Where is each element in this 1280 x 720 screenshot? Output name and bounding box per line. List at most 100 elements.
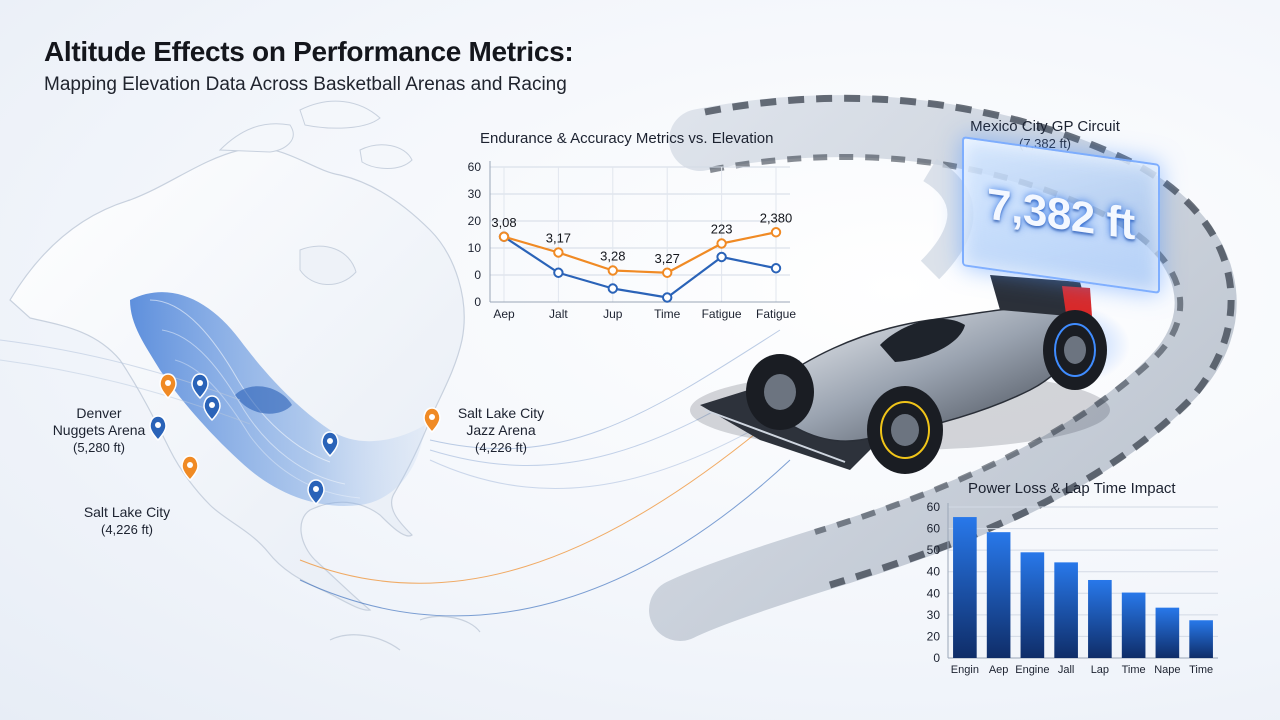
map-pin-blue-icon bbox=[191, 373, 209, 400]
race-track bbox=[649, 94, 1237, 641]
map-label-name: Salt Lake City bbox=[457, 405, 545, 421]
contour-line bbox=[149, 299, 331, 463]
line-data-label: 223 bbox=[711, 222, 733, 237]
bar-chart: 0 20 30 40 40 50 60 60 Engin Aep Engine Jall Lap Time… bbox=[927, 500, 1218, 676]
line-chart-series bbox=[498, 227, 782, 303]
contour-line bbox=[161, 329, 346, 485]
line-data-label: 2,380 bbox=[760, 210, 793, 225]
line-point-blue bbox=[553, 267, 564, 278]
rear-wing-accent bbox=[1062, 286, 1092, 316]
f1-car-illustration bbox=[690, 275, 1130, 474]
map-label-name: Nuggets Arena bbox=[52, 422, 146, 438]
bar-chart-y-tick: 60 bbox=[927, 500, 941, 514]
bar-chart-x-tick: Jall bbox=[1058, 664, 1075, 676]
line-chart-x-tick: Time bbox=[654, 307, 681, 321]
map-pin-blue-icon bbox=[203, 395, 221, 422]
line-point-blue bbox=[662, 292, 673, 303]
line-point-blue bbox=[770, 263, 782, 274]
bar-chart-x-tick: Aep bbox=[989, 664, 1009, 676]
line-chart-x-tick: Jalt bbox=[549, 307, 568, 321]
caribbean-outline bbox=[329, 615, 481, 651]
map-label-jazz-arena: Salt Lake City Jazz Arena (4,226 ft) bbox=[436, 405, 566, 456]
bar-chart-y-tick: 40 bbox=[927, 586, 941, 600]
rear-wing bbox=[990, 275, 1090, 318]
map-pin-blue-icon bbox=[307, 479, 325, 506]
bar-chart-x-tick: Time bbox=[1122, 664, 1146, 676]
line-chart-y-tick: 60 bbox=[468, 160, 482, 174]
bar-chart-y-tick: 50 bbox=[927, 543, 941, 557]
bar-mark bbox=[1121, 592, 1146, 658]
map-label-name: Jazz Arena bbox=[466, 422, 536, 438]
line-data-label: 3,08 bbox=[491, 215, 516, 230]
north-america-map bbox=[9, 100, 481, 651]
line-point-orange bbox=[770, 227, 782, 238]
line-chart-x-tick: Aep bbox=[493, 307, 515, 321]
map-label-name: Salt Lake City bbox=[83, 504, 171, 520]
line-chart-y-tick: 0 bbox=[474, 268, 481, 282]
line-point-blue bbox=[716, 251, 727, 263]
line-chart-x-tick: Fatigue bbox=[756, 307, 796, 321]
bar-mark bbox=[1088, 579, 1112, 658]
map-label-salt-lake-city: Salt Lake City (4,226 ft) bbox=[62, 504, 192, 538]
line-point-orange bbox=[553, 247, 564, 258]
bar-chart-x-tick: Time bbox=[1189, 664, 1213, 676]
line-point-orange bbox=[716, 238, 727, 249]
elevation-badge-value: 7,382 ft bbox=[987, 179, 1135, 250]
bar-chart-y-tick: 60 bbox=[927, 522, 941, 536]
line-point-orange bbox=[607, 265, 618, 276]
map-pin-orange-icon bbox=[159, 373, 177, 400]
bar-mark bbox=[1054, 562, 1078, 658]
map-label-elevation: (4,226 ft) bbox=[474, 440, 528, 455]
line-point-orange bbox=[662, 267, 673, 278]
line-data-label: 3,17 bbox=[546, 231, 571, 246]
map-pin-blue-icon bbox=[149, 415, 167, 442]
bar-chart-x-tick: Nape bbox=[1154, 664, 1180, 676]
page-title: Altitude Effects on Performance Metrics: bbox=[44, 36, 574, 67]
map-pins bbox=[149, 373, 441, 506]
arctic-island-3 bbox=[359, 144, 413, 169]
cockpit bbox=[880, 318, 965, 362]
line-chart-ticks: 0 0 10 20 30 60 Aep Jalt Jup Time Fatigue Fatigue 3,… bbox=[468, 160, 797, 321]
line-chart-y-tick: 10 bbox=[468, 241, 482, 255]
line-data-label: 3,27 bbox=[655, 251, 680, 266]
line-chart-y-tick: 30 bbox=[468, 187, 482, 201]
line-chart: 0 0 10 20 30 60 Aep Jalt Jup Time Fatigue Fatigue 3,… bbox=[468, 160, 797, 321]
bar-mark bbox=[1020, 552, 1045, 658]
line-chart-x-tick: Jup bbox=[603, 307, 623, 321]
map-label-name: Denver bbox=[76, 405, 122, 421]
bar-chart-y-tick: 0 bbox=[933, 651, 940, 665]
arctic-island-1 bbox=[218, 123, 294, 153]
bar-chart-y-tick: 30 bbox=[927, 608, 941, 622]
map-pin-blue-icon bbox=[321, 431, 339, 458]
map-pin-orange-icon bbox=[181, 455, 199, 482]
track-curb-inner bbox=[709, 154, 1184, 535]
line-series-orange bbox=[503, 231, 777, 274]
map-label-denver: Denver Nuggets Arena (5,280 ft) bbox=[24, 405, 174, 456]
bar-chart-bars bbox=[953, 517, 1213, 658]
page-subtitle: Mapping Elevation Data Across Basketball… bbox=[44, 74, 567, 95]
bar-mark bbox=[986, 532, 1011, 658]
great-lakes bbox=[235, 386, 292, 414]
bar-mark bbox=[953, 517, 977, 658]
map-label-elevation: (4,226 ft) bbox=[100, 522, 154, 537]
bar-chart-x-tick: Engine bbox=[1015, 664, 1049, 676]
line-chart-x-tick: Fatigue bbox=[702, 307, 742, 321]
line-chart-title: Endurance & Accuracy Metrics vs. Elevati… bbox=[480, 130, 774, 147]
line-point-orange bbox=[498, 231, 510, 242]
line-data-label: 3,28 bbox=[600, 249, 625, 264]
arctic-island-2 bbox=[299, 100, 381, 129]
bar-chart-x-tick: Lap bbox=[1091, 664, 1109, 676]
bar-chart-x-tick: Engin bbox=[951, 664, 979, 676]
line-chart-y-tick: 20 bbox=[468, 214, 482, 228]
bar-chart-title: Power Loss & Lap Time Impact bbox=[968, 480, 1176, 497]
map-label-elevation: (5,280 ft) bbox=[72, 440, 126, 455]
line-chart-axis bbox=[489, 161, 790, 303]
bar-mark bbox=[1189, 620, 1213, 658]
line-point-blue bbox=[607, 283, 618, 294]
map-pin-orange-icon bbox=[423, 407, 441, 434]
bar-chart-ticks: 0 20 30 40 40 50 60 60 Engin Aep Engine Jall Lap Time… bbox=[927, 500, 1214, 676]
line-chart-y-tick: 0 bbox=[474, 295, 481, 309]
track-curb-outer bbox=[704, 94, 1235, 589]
mexico-circuit-name: Mexico City GP Circuit bbox=[970, 118, 1120, 135]
